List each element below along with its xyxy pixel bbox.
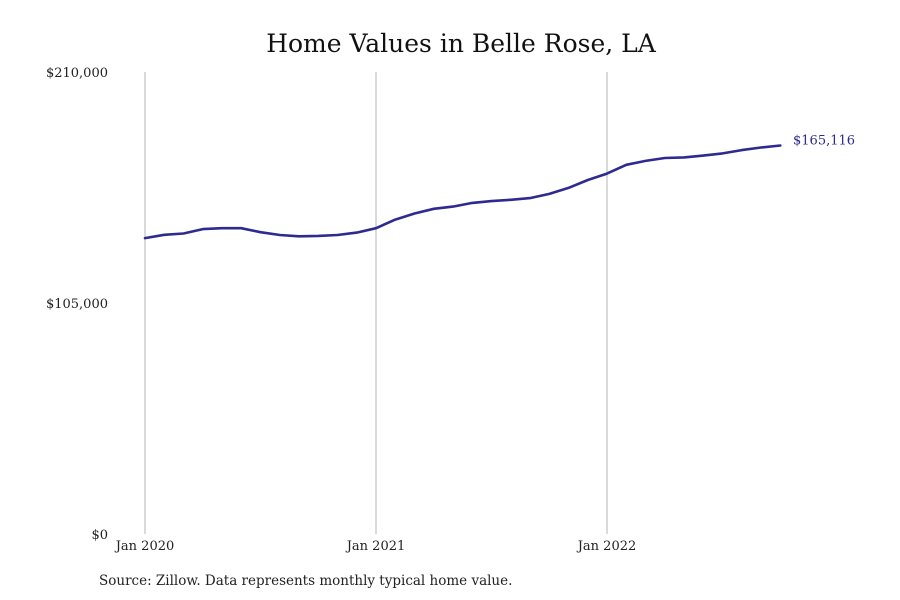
source-note: Source: Zillow. Data represents monthly … [99, 573, 512, 589]
y-tick-label: $210,000 [46, 66, 108, 81]
chart-title: Home Values in Belle Rose, LA [266, 29, 657, 58]
y-tick-label: $0 [91, 528, 108, 543]
x-tick-label: Jan 2020 [114, 539, 175, 554]
x-tick-label: Jan 2021 [345, 539, 406, 554]
y-axis-ticks: $0 $105,000 $210,000 [46, 66, 108, 543]
x-tick-label: Jan 2022 [576, 539, 637, 554]
series-layer [143, 144, 782, 240]
grid-lines [144, 72, 608, 534]
y-tick-label: $105,000 [46, 297, 108, 312]
x-axis-ticks: Jan 2020 Jan 2021 Jan 2022 [114, 539, 637, 554]
end-value-label: $165,116 [793, 134, 855, 149]
series-line [143, 144, 782, 240]
